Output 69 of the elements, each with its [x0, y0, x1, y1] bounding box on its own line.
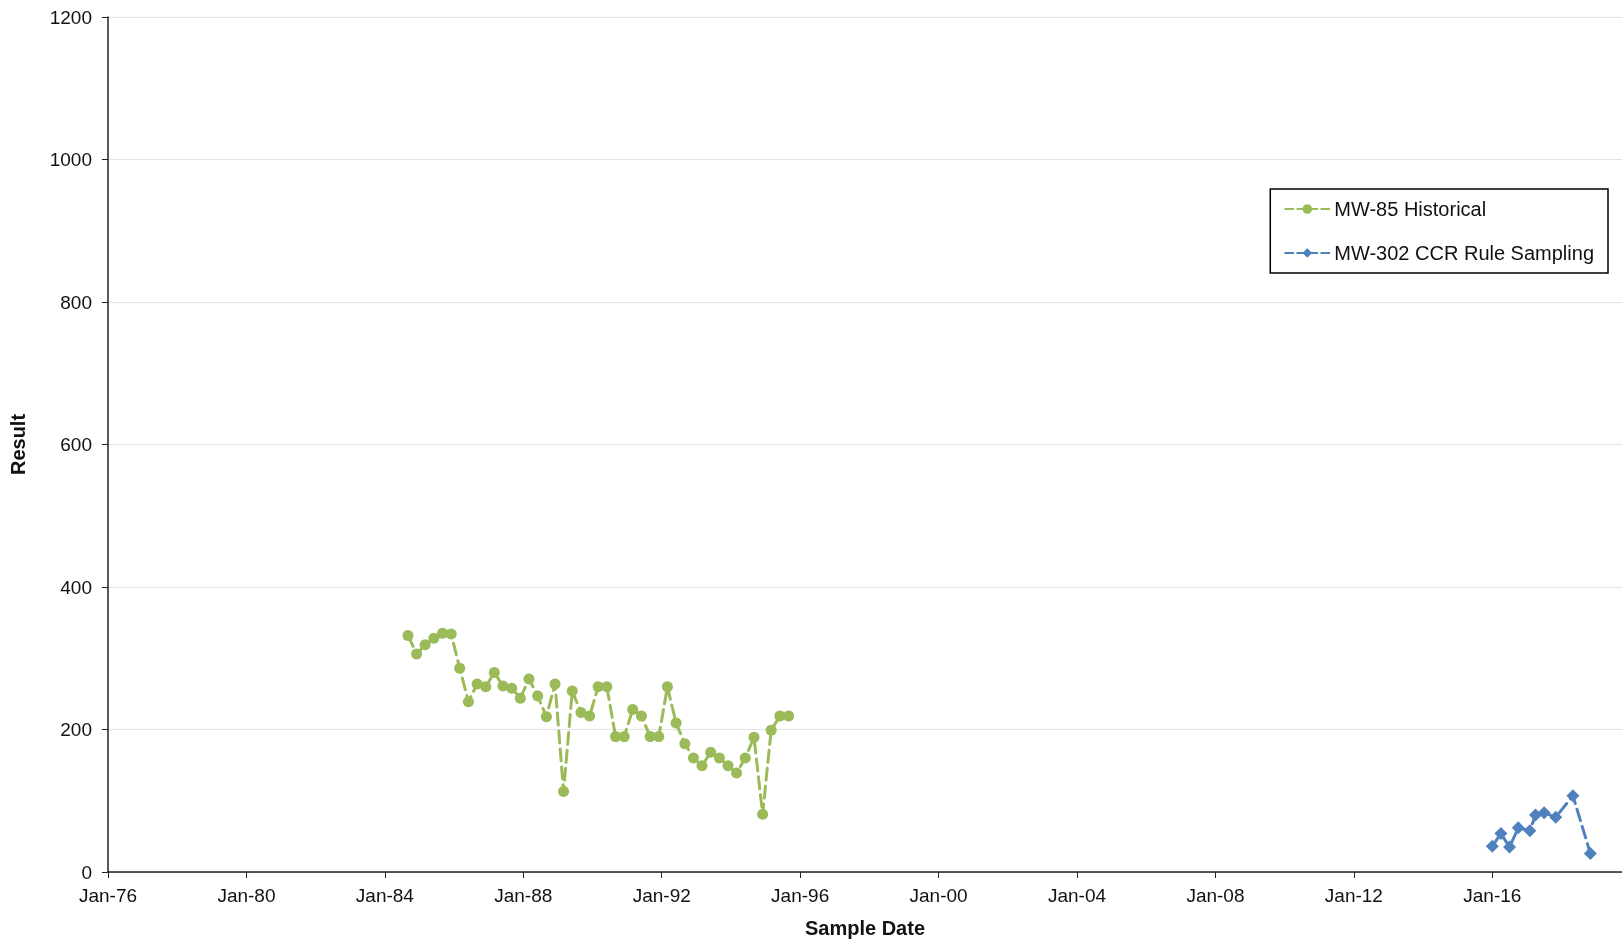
point: [627, 704, 639, 716]
point: [713, 752, 725, 764]
point: [402, 629, 414, 641]
point: [514, 692, 526, 704]
legend-label: MW-302 CCR Rule Sampling: [1334, 242, 1594, 264]
point: [419, 639, 431, 651]
point: [722, 760, 734, 772]
legend-label: MW-85 Historical: [1334, 198, 1487, 220]
point: [783, 710, 795, 722]
point: [1528, 808, 1542, 822]
point: [687, 752, 699, 764]
point: [601, 681, 613, 693]
point: [532, 690, 544, 702]
point: [1583, 846, 1597, 860]
point: [1503, 840, 1517, 854]
point: [523, 673, 535, 685]
point: [549, 678, 561, 690]
x-tick-label: Jan-84: [355, 885, 415, 906]
point: [635, 710, 647, 722]
y-axis-title: Result: [7, 413, 29, 476]
x-tick-label: Jan-76: [78, 885, 138, 906]
point: [696, 760, 708, 772]
point: [1523, 824, 1537, 838]
point: [411, 648, 423, 660]
x-axis-title: Sample Date: [804, 917, 926, 939]
x-tick-label: Jan-96: [771, 885, 830, 906]
point: [1549, 810, 1563, 824]
point: [445, 628, 457, 640]
x-tick-label: Jan-16: [1463, 885, 1522, 906]
point: [748, 731, 760, 743]
point: [480, 681, 492, 693]
y-tick-label: 600: [60, 434, 92, 455]
point: [488, 667, 500, 678]
point: [739, 752, 751, 764]
point: [428, 632, 440, 644]
point: [1511, 821, 1525, 835]
point: [506, 682, 518, 694]
x-tick-label: Jan-04: [1047, 885, 1107, 906]
point: [454, 662, 466, 674]
point: [670, 717, 682, 729]
x-tick-label: Jan-88: [494, 885, 553, 906]
y-tick-label: 1200: [49, 6, 92, 28]
point: [705, 746, 717, 758]
x-tick-label: Jan-92: [632, 885, 691, 906]
y-tick-label: 200: [60, 719, 92, 740]
y-tick-label: 800: [60, 291, 92, 313]
point: [1566, 789, 1580, 803]
point: [757, 808, 769, 820]
x-tick-label: Jan-08: [1186, 885, 1245, 906]
point: [679, 738, 691, 750]
point: [462, 696, 474, 708]
y-tick-label: 400: [60, 576, 92, 598]
point: [1485, 839, 1499, 853]
point: [575, 706, 587, 718]
x-tick-label: Jan-12: [1324, 885, 1383, 906]
x-tick-label: Jan-00: [909, 885, 968, 906]
y-tick-label: 1000: [49, 149, 92, 170]
x-tick-label: Jan-80: [217, 885, 276, 906]
point: [1537, 806, 1551, 820]
point: [558, 785, 570, 797]
point: [566, 685, 578, 697]
point: [765, 724, 777, 736]
point: [653, 731, 665, 743]
point: [661, 681, 673, 693]
point: [731, 767, 743, 779]
point: [1494, 827, 1508, 841]
point: [540, 711, 552, 723]
y-tick-label: 0: [81, 861, 92, 883]
point: [584, 710, 596, 722]
